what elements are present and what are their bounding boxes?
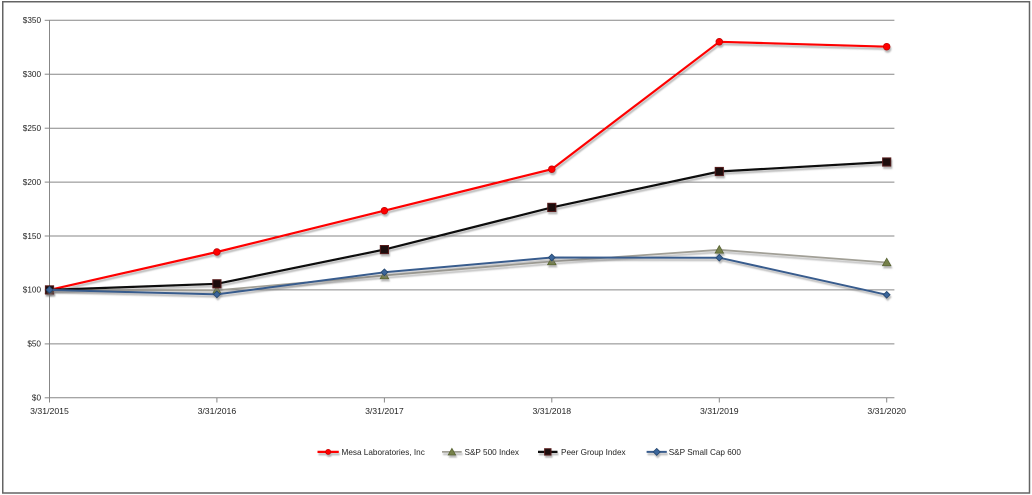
svg-text:$150: $150 (23, 232, 42, 241)
svg-text:S&P 500 Index: S&P 500 Index (465, 448, 519, 457)
svg-text:3/31/2019: 3/31/2019 (700, 406, 739, 416)
svg-text:$50: $50 (27, 340, 41, 349)
svg-text:$250: $250 (23, 124, 42, 133)
svg-text:$350: $350 (23, 16, 42, 25)
svg-text:S&P Small Cap 600: S&P Small Cap 600 (669, 448, 742, 457)
svg-text:3/31/2020: 3/31/2020 (867, 406, 906, 416)
svg-text:3/31/2015: 3/31/2015 (30, 406, 69, 416)
svg-text:Mesa Laboratories, Inc: Mesa Laboratories, Inc (342, 448, 425, 457)
svg-text:Peer Group Index: Peer Group Index (561, 448, 626, 457)
svg-text:$0: $0 (32, 394, 42, 403)
svg-text:$100: $100 (23, 286, 42, 295)
svg-text:3/31/2016: 3/31/2016 (198, 406, 237, 416)
svg-text:3/31/2017: 3/31/2017 (365, 406, 404, 416)
svg-text:3/31/2018: 3/31/2018 (532, 406, 571, 416)
svg-text:$200: $200 (23, 178, 42, 187)
svg-text:$300: $300 (23, 70, 42, 79)
